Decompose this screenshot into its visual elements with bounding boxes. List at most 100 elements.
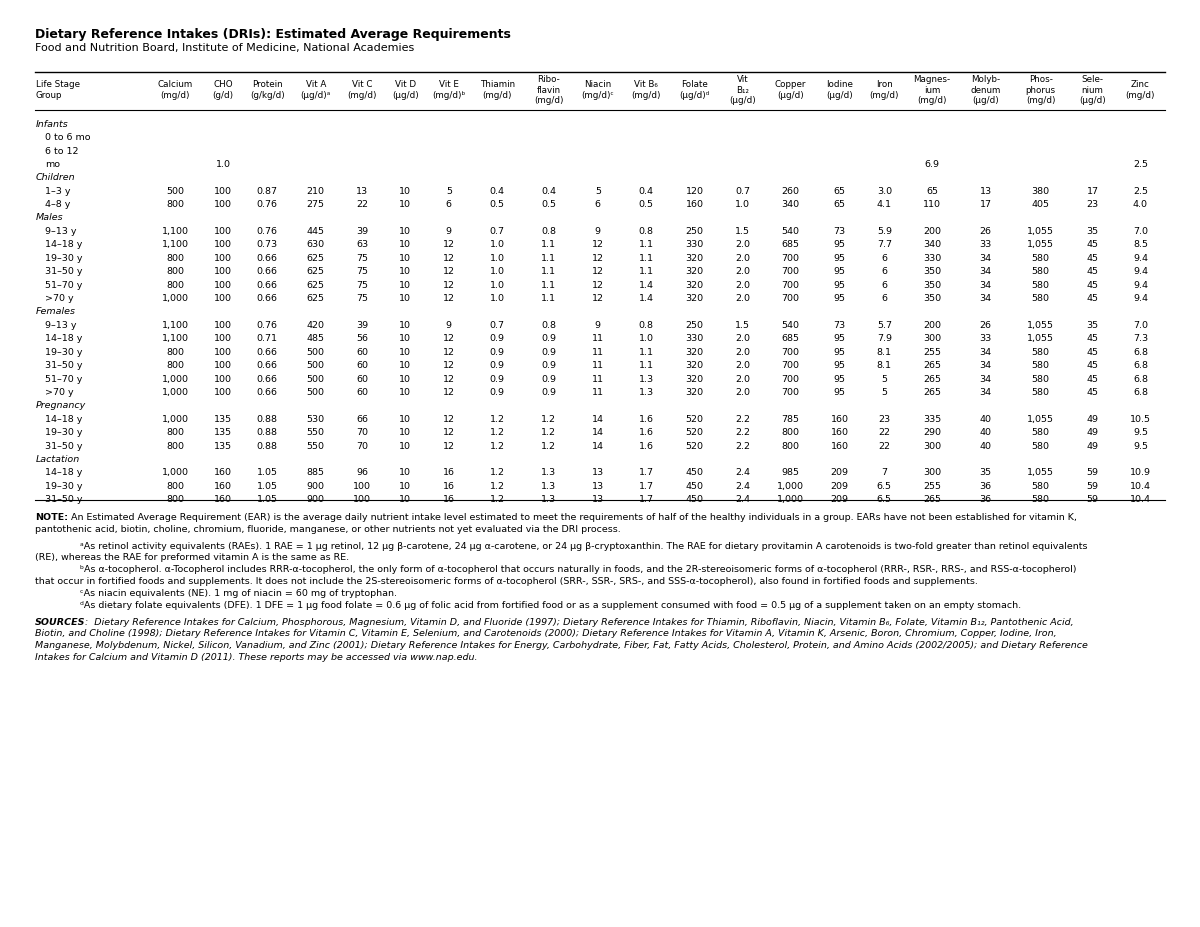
Text: 2.4: 2.4 bbox=[736, 468, 750, 477]
Text: 2.5: 2.5 bbox=[1133, 160, 1148, 169]
Text: 1.1: 1.1 bbox=[638, 362, 654, 370]
Text: 1,000: 1,000 bbox=[162, 388, 188, 397]
Text: 60: 60 bbox=[356, 375, 368, 384]
Text: 1.0: 1.0 bbox=[638, 334, 654, 343]
Text: Vit A: Vit A bbox=[306, 80, 326, 89]
Text: nium: nium bbox=[1081, 85, 1104, 95]
Text: 2.0: 2.0 bbox=[736, 267, 750, 276]
Text: 1,000: 1,000 bbox=[162, 468, 188, 477]
Text: 19–30 y: 19–30 y bbox=[46, 254, 83, 262]
Text: Iron: Iron bbox=[876, 80, 893, 89]
Text: 63: 63 bbox=[356, 240, 368, 249]
Text: 33: 33 bbox=[979, 240, 991, 249]
Text: 1.2: 1.2 bbox=[490, 441, 505, 451]
Text: (μg/d): (μg/d) bbox=[972, 96, 998, 105]
Text: 625: 625 bbox=[307, 294, 325, 303]
Text: 16: 16 bbox=[443, 482, 455, 490]
Text: 450: 450 bbox=[685, 495, 703, 504]
Text: 209: 209 bbox=[830, 495, 848, 504]
Text: (mg/d): (mg/d) bbox=[1126, 91, 1156, 99]
Text: 1.0: 1.0 bbox=[490, 294, 505, 303]
Text: Molyb-: Molyb- bbox=[971, 75, 1000, 84]
Text: (g/kg/d): (g/kg/d) bbox=[250, 91, 284, 99]
Text: 56: 56 bbox=[356, 334, 368, 343]
Text: ᶜAs niacin equivalents (NE). 1 mg of niacin = 60 mg of tryptophan.: ᶜAs niacin equivalents (NE). 1 mg of nia… bbox=[80, 589, 397, 598]
Text: 95: 95 bbox=[834, 388, 846, 397]
Text: 0.9: 0.9 bbox=[541, 375, 556, 384]
Text: that occur in fortified foods and supplements. It does not include the 2S-stereo: that occur in fortified foods and supple… bbox=[35, 577, 978, 586]
Text: 31–50 y: 31–50 y bbox=[46, 267, 83, 276]
Text: 700: 700 bbox=[781, 375, 799, 384]
Text: 12: 12 bbox=[592, 267, 604, 276]
Text: 265: 265 bbox=[923, 388, 941, 397]
Text: (μg/d): (μg/d) bbox=[776, 91, 804, 99]
Text: 96: 96 bbox=[356, 468, 368, 477]
Text: 34: 34 bbox=[979, 254, 991, 262]
Text: 900: 900 bbox=[307, 495, 325, 504]
Text: 1,055: 1,055 bbox=[1027, 334, 1054, 343]
Text: 49: 49 bbox=[1087, 441, 1099, 451]
Text: 0.8: 0.8 bbox=[638, 226, 654, 235]
Text: 200: 200 bbox=[923, 226, 941, 235]
Text: 100: 100 bbox=[214, 321, 232, 330]
Text: 10: 10 bbox=[400, 482, 412, 490]
Text: 1.1: 1.1 bbox=[541, 240, 556, 249]
Text: 0.7: 0.7 bbox=[736, 186, 750, 196]
Text: 0.9: 0.9 bbox=[541, 388, 556, 397]
Text: 120: 120 bbox=[685, 186, 703, 196]
Text: 6: 6 bbox=[881, 254, 887, 262]
Text: 350: 350 bbox=[923, 281, 941, 289]
Text: (μg/d): (μg/d) bbox=[826, 91, 853, 99]
Text: 0.7: 0.7 bbox=[490, 226, 505, 235]
Text: 1.5: 1.5 bbox=[736, 226, 750, 235]
Text: 45: 45 bbox=[1087, 348, 1099, 357]
Text: 0.73: 0.73 bbox=[257, 240, 277, 249]
Text: 6.5: 6.5 bbox=[877, 495, 892, 504]
Text: 2.0: 2.0 bbox=[736, 294, 750, 303]
Text: 330: 330 bbox=[685, 334, 704, 343]
Text: 5.7: 5.7 bbox=[877, 321, 892, 330]
Text: 9: 9 bbox=[595, 226, 601, 235]
Text: 800: 800 bbox=[167, 254, 185, 262]
Text: 1.2: 1.2 bbox=[490, 414, 505, 424]
Text: Copper: Copper bbox=[774, 80, 806, 89]
Text: Vit: Vit bbox=[737, 75, 749, 84]
Text: 1.0: 1.0 bbox=[490, 267, 505, 276]
Text: 580: 580 bbox=[1032, 294, 1050, 303]
Text: 8.5: 8.5 bbox=[1133, 240, 1148, 249]
Text: 500: 500 bbox=[307, 388, 325, 397]
Text: 160: 160 bbox=[830, 414, 848, 424]
Text: 11: 11 bbox=[592, 388, 604, 397]
Text: 1.1: 1.1 bbox=[541, 267, 556, 276]
Text: 12: 12 bbox=[443, 334, 455, 343]
Text: 580: 580 bbox=[1032, 348, 1050, 357]
Text: 100: 100 bbox=[214, 362, 232, 370]
Text: 0.9: 0.9 bbox=[490, 348, 505, 357]
Text: 520: 520 bbox=[685, 441, 703, 451]
Text: 9.5: 9.5 bbox=[1133, 428, 1148, 438]
Text: 250: 250 bbox=[685, 226, 703, 235]
Text: 500: 500 bbox=[307, 348, 325, 357]
Text: 10: 10 bbox=[400, 226, 412, 235]
Text: 2.0: 2.0 bbox=[736, 240, 750, 249]
Text: 12: 12 bbox=[443, 414, 455, 424]
Text: 985: 985 bbox=[781, 468, 799, 477]
Text: Manganese, Molybdenum, Nickel, Silicon, Vanadium, and Zinc (2001); Dietary Refer: Manganese, Molybdenum, Nickel, Silicon, … bbox=[35, 641, 1088, 650]
Text: 60: 60 bbox=[356, 388, 368, 397]
Text: 700: 700 bbox=[781, 388, 799, 397]
Text: 95: 95 bbox=[834, 334, 846, 343]
Text: 14: 14 bbox=[592, 414, 604, 424]
Text: 49: 49 bbox=[1087, 414, 1099, 424]
Text: 625: 625 bbox=[307, 254, 325, 262]
Text: 10: 10 bbox=[400, 441, 412, 451]
Text: 580: 580 bbox=[1032, 441, 1050, 451]
Text: 540: 540 bbox=[781, 226, 799, 235]
Text: 19–30 y: 19–30 y bbox=[46, 348, 83, 357]
Text: 0.5: 0.5 bbox=[490, 200, 505, 210]
Text: 14: 14 bbox=[592, 441, 604, 451]
Text: 580: 580 bbox=[1032, 267, 1050, 276]
Text: 380: 380 bbox=[1032, 186, 1050, 196]
Text: 0.76: 0.76 bbox=[257, 200, 277, 210]
Text: 7.0: 7.0 bbox=[1133, 226, 1148, 235]
Text: 34: 34 bbox=[979, 388, 991, 397]
